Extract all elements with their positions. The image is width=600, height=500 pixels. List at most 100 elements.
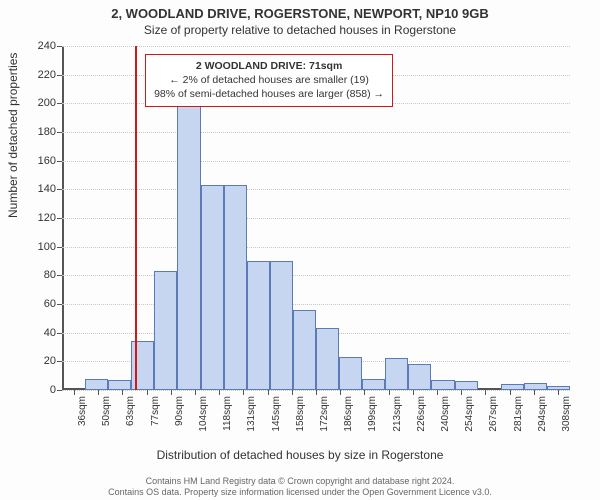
histogram-bar xyxy=(316,328,339,390)
ytick-mark xyxy=(57,361,62,362)
histogram-bar xyxy=(293,310,316,390)
xtick-mark xyxy=(74,390,75,395)
ytick-label: 120 xyxy=(0,212,56,224)
xtick-label: 104sqm xyxy=(198,396,209,432)
gridline xyxy=(62,161,570,162)
ytick-mark xyxy=(57,218,62,219)
xtick-mark xyxy=(389,390,390,395)
xtick-label: 308sqm xyxy=(561,396,572,432)
gridline xyxy=(62,218,570,219)
chart-subtitle: Size of property relative to detached ho… xyxy=(0,23,600,37)
xtick-mark xyxy=(316,390,317,395)
ytick-mark xyxy=(57,333,62,334)
annotation-box: 2 WOODLAND DRIVE: 71sqm← 2% of detached … xyxy=(145,54,393,107)
xtick-label: 199sqm xyxy=(367,396,378,432)
xtick-label: 77sqm xyxy=(150,396,161,426)
gridline xyxy=(62,189,570,190)
chart-area: 36sqm50sqm63sqm77sqm90sqm104sqm118sqm131… xyxy=(62,46,570,390)
xtick-mark xyxy=(219,390,220,395)
xtick-label: 267sqm xyxy=(488,396,499,432)
histogram-bar xyxy=(154,271,177,390)
annotation-line-2: 98% of semi-detached houses are larger (… xyxy=(154,87,384,101)
ytick-mark xyxy=(57,103,62,104)
gridline xyxy=(62,275,570,276)
ytick-label: 140 xyxy=(0,183,56,195)
histogram-bar xyxy=(408,364,431,390)
histogram-bar xyxy=(85,379,108,390)
xtick-mark xyxy=(243,390,244,395)
xtick-mark xyxy=(292,390,293,395)
ytick-label: 20 xyxy=(0,355,56,367)
histogram-bar xyxy=(431,380,454,390)
footer-line-2: Contains OS data. Property size informat… xyxy=(0,487,600,498)
histogram-bar xyxy=(362,379,385,390)
ytick-mark xyxy=(57,46,62,47)
xtick-label: 172sqm xyxy=(319,396,330,432)
ytick-label: 80 xyxy=(0,269,56,281)
annotation-line-1: ← 2% of detached houses are smaller (19) xyxy=(154,73,384,87)
xtick-label: 131sqm xyxy=(246,396,257,432)
ytick-mark xyxy=(57,247,62,248)
xtick-mark xyxy=(340,390,341,395)
xtick-mark xyxy=(558,390,559,395)
xtick-mark xyxy=(510,390,511,395)
xtick-label: 118sqm xyxy=(222,396,233,431)
ytick-mark xyxy=(57,275,62,276)
xtick-mark xyxy=(485,390,486,395)
footer-line-1: Contains HM Land Registry data © Crown c… xyxy=(0,476,600,487)
xtick-label: 254sqm xyxy=(464,396,475,432)
xtick-label: 213sqm xyxy=(392,396,403,432)
xtick-mark xyxy=(534,390,535,395)
xtick-label: 145sqm xyxy=(271,396,282,432)
xtick-mark xyxy=(171,390,172,395)
histogram-bar xyxy=(455,381,478,390)
xtick-label: 90sqm xyxy=(174,396,185,426)
ytick-mark xyxy=(57,132,62,133)
histogram-bar xyxy=(177,103,200,390)
ytick-label: 40 xyxy=(0,327,56,339)
xtick-mark xyxy=(461,390,462,395)
xtick-label: 158sqm xyxy=(295,396,306,432)
xtick-mark xyxy=(98,390,99,395)
annotation-title: 2 WOODLAND DRIVE: 71sqm xyxy=(154,59,384,73)
xtick-mark xyxy=(437,390,438,395)
xtick-mark xyxy=(413,390,414,395)
ytick-mark xyxy=(57,161,62,162)
xtick-mark xyxy=(122,390,123,395)
x-axis-label: Distribution of detached houses by size … xyxy=(0,448,600,462)
histogram-bar xyxy=(108,380,131,390)
ytick-label: 160 xyxy=(0,155,56,167)
xtick-mark xyxy=(268,390,269,395)
ytick-mark xyxy=(57,189,62,190)
histogram-bar xyxy=(270,261,293,390)
histogram-bar xyxy=(247,261,270,390)
ytick-label: 60 xyxy=(0,298,56,310)
ytick-label: 240 xyxy=(0,40,56,52)
ytick-mark xyxy=(57,390,62,391)
xtick-mark xyxy=(195,390,196,395)
gridline xyxy=(62,132,570,133)
histogram-bar xyxy=(501,384,524,390)
ytick-label: 220 xyxy=(0,69,56,81)
xtick-label: 226sqm xyxy=(416,396,427,432)
gridline xyxy=(62,46,570,47)
xtick-mark xyxy=(147,390,148,395)
ytick-label: 200 xyxy=(0,97,56,109)
histogram-bar xyxy=(524,383,547,390)
xtick-label: 240sqm xyxy=(440,396,451,432)
xtick-label: 63sqm xyxy=(125,396,136,426)
histogram-bar xyxy=(339,357,362,390)
ytick-mark xyxy=(57,304,62,305)
ytick-mark xyxy=(57,75,62,76)
ytick-label: 180 xyxy=(0,126,56,138)
xtick-label: 294sqm xyxy=(537,396,548,432)
footer: Contains HM Land Registry data © Crown c… xyxy=(0,476,600,499)
histogram-bar xyxy=(224,185,247,390)
xtick-label: 36sqm xyxy=(77,396,88,426)
gridline xyxy=(62,247,570,248)
xtick-label: 281sqm xyxy=(513,396,524,432)
ytick-label: 100 xyxy=(0,241,56,253)
xtick-label: 186sqm xyxy=(343,396,354,432)
title-block: 2, WOODLAND DRIVE, ROGERSTONE, NEWPORT, … xyxy=(0,0,600,37)
gridline xyxy=(62,304,570,305)
